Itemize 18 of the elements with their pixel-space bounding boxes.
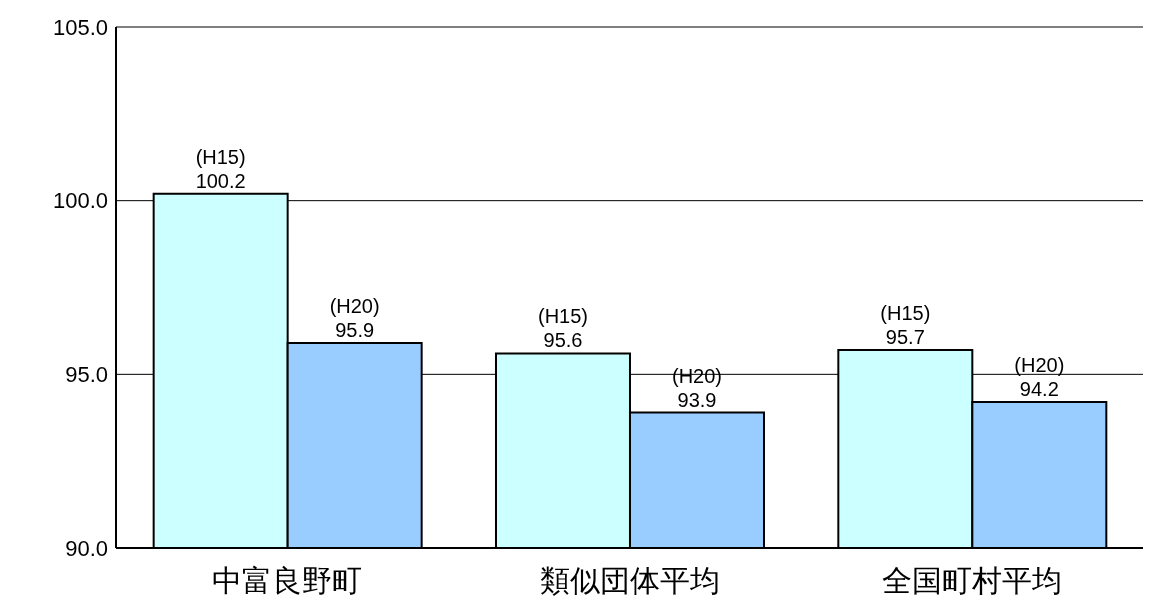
x-tick-label: 中富良野町 <box>212 564 363 598</box>
y-tick-label: 105.0 <box>52 14 108 40</box>
data-label: 95.6 <box>543 329 583 352</box>
text: (H15) <box>880 302 931 325</box>
data-label: 93.9 <box>677 388 717 411</box>
data-label: 94.2 <box>1019 378 1059 401</box>
data-label: 95.7 <box>885 326 925 349</box>
text: (H20) <box>1014 354 1065 377</box>
data-label: 100.2 <box>195 169 246 192</box>
data-label: 95.9 <box>335 319 375 342</box>
x-tick-label: 類似団体平均 <box>539 564 720 598</box>
y-tick-label: 90.0 <box>65 535 108 561</box>
series-label: (H20) <box>329 295 380 318</box>
x-tick-label: 全国町村平均 <box>881 564 1062 598</box>
y-tick-label: 100.0 <box>52 188 108 214</box>
text: (H15) <box>537 305 588 328</box>
series-label: (H15) <box>195 145 246 168</box>
y-tick-label: 95.0 <box>65 362 108 388</box>
